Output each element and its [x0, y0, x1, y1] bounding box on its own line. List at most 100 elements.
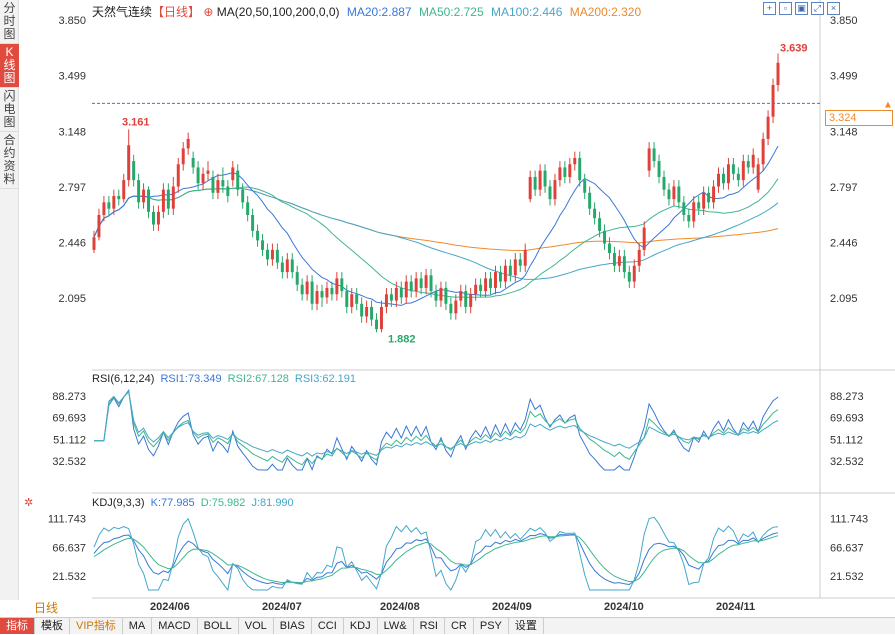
candle-body: [692, 202, 696, 222]
candle-body: [489, 278, 493, 288]
candle-body: [186, 138, 190, 149]
tab-cr[interactable]: CR: [445, 618, 474, 634]
candle-body: [107, 202, 111, 209]
expand-icon[interactable]: ▣: [795, 2, 808, 15]
window-toolbar: + ▫ ▣ ⤢ ×: [763, 2, 840, 15]
sidebar-tab-3[interactable]: 合约资料: [0, 132, 19, 189]
candle-body: [717, 173, 721, 187]
candle-body: [176, 164, 180, 187]
x-tick: 2024/09: [492, 601, 532, 613]
candle-body: [503, 265, 507, 282]
candle-body: [474, 284, 478, 295]
x-tick: 2024/07: [262, 601, 302, 613]
candle-body: [375, 319, 379, 330]
candle-body: [677, 186, 681, 203]
candle-body: [151, 211, 155, 225]
candle-body: [776, 62, 780, 85]
candle-body: [528, 176, 532, 200]
d-value: D:75.982: [200, 497, 246, 509]
candle-body: [464, 291, 468, 307]
candle-body: [216, 180, 220, 193]
ma200-value: MA200:2.320: [569, 5, 642, 19]
fullscreen-icon[interactable]: ⤢: [811, 2, 824, 15]
candle-body: [384, 294, 388, 307]
candle-body: [379, 306, 383, 330]
candle-body: [498, 272, 502, 282]
x-tick: 2024/08: [380, 601, 420, 613]
tab-模板[interactable]: 模板: [35, 618, 70, 634]
y-tick-left: 2.095: [58, 293, 86, 305]
candle-body: [707, 192, 711, 203]
tab-psy[interactable]: PSY: [474, 618, 509, 634]
close-icon[interactable]: ×: [827, 2, 840, 15]
candle-body: [702, 192, 706, 209]
y-tick-left: 2.446: [58, 238, 86, 250]
candle-body: [603, 230, 607, 244]
candle-body: [617, 256, 621, 266]
period-label: 【日线】: [152, 5, 201, 19]
tab-rsi[interactable]: RSI: [414, 618, 445, 634]
shrink-icon[interactable]: ▫: [779, 2, 792, 15]
tab-cci[interactable]: CCI: [312, 618, 344, 634]
tab-lw&[interactable]: LW&: [378, 618, 414, 634]
candle-body: [310, 281, 314, 304]
tab-bias[interactable]: BIAS: [274, 618, 312, 634]
kdj-tick-left: 111.743: [48, 513, 86, 525]
candle-body: [211, 176, 215, 193]
sidebar-tab-2[interactable]: 闪电图: [0, 88, 19, 132]
candle-body: [726, 164, 730, 184]
tab-指标[interactable]: 指标: [0, 618, 35, 634]
tab-vip指标[interactable]: VIP指标: [70, 618, 123, 634]
candle-body: [543, 170, 547, 187]
candle-body: [533, 176, 537, 190]
rsi-tick-right: 32.532: [830, 456, 864, 468]
candle-body: [687, 215, 691, 222]
settings-icon[interactable]: ⊕: [203, 5, 214, 19]
kdj-settings-icon[interactable]: ✲: [24, 497, 34, 509]
add-icon[interactable]: +: [763, 2, 776, 15]
kdj-header: KDJ(9,3,3) K:77.985 D:75.982 J:81.990: [92, 497, 294, 509]
candle-body: [518, 259, 522, 266]
candle-body: [751, 154, 755, 168]
tab-kdj[interactable]: KDJ: [344, 618, 378, 634]
current-price-tag: 3.324: [825, 110, 893, 126]
candle-body: [697, 202, 701, 209]
period-select[interactable]: 日线 ▲: [20, 600, 72, 631]
tab-macd[interactable]: MACD: [152, 618, 198, 634]
tab-ma[interactable]: MA: [123, 618, 153, 634]
candle-body: [221, 180, 225, 187]
candle-body: [171, 186, 175, 209]
candle-body: [662, 176, 666, 190]
candle-body: [622, 256, 626, 273]
candle-body: [647, 148, 651, 171]
candle-body: [275, 249, 279, 263]
tab-设置[interactable]: 设置: [509, 618, 544, 634]
tab-boll[interactable]: BOLL: [198, 618, 239, 634]
candle-body: [206, 170, 210, 174]
low-label: 1.882: [388, 333, 416, 345]
candle-body: [746, 161, 750, 168]
kdj-tick-right: 21.532: [830, 571, 864, 583]
candle-body: [766, 116, 770, 139]
candle-body: [454, 300, 458, 314]
candle-body: [672, 186, 676, 200]
period-select-label: 日线: [34, 601, 59, 615]
candle-body: [92, 237, 96, 250]
candle-body: [434, 291, 438, 301]
candle-body: [583, 180, 587, 193]
tab-vol[interactable]: VOL: [239, 618, 274, 634]
rsi-title: RSI(6,12,24): [92, 373, 155, 385]
candle-body: [201, 173, 205, 184]
candle-body: [479, 284, 483, 292]
candle-body: [320, 291, 324, 298]
kdj-tick-left: 21.532: [52, 571, 86, 583]
candle-body: [196, 167, 200, 184]
j-value: J:81.990: [251, 497, 294, 509]
candle-body: [305, 281, 309, 295]
candle-body: [429, 275, 433, 292]
sidebar-tab-0[interactable]: 分时图: [0, 0, 19, 44]
y-tick-right: 3.499: [830, 71, 858, 83]
candle-body: [607, 243, 611, 254]
chart-canvas: 3.850 3.850 3.499 3.499 3.148 3.148 2.797 2.797…: [48, 0, 895, 613]
